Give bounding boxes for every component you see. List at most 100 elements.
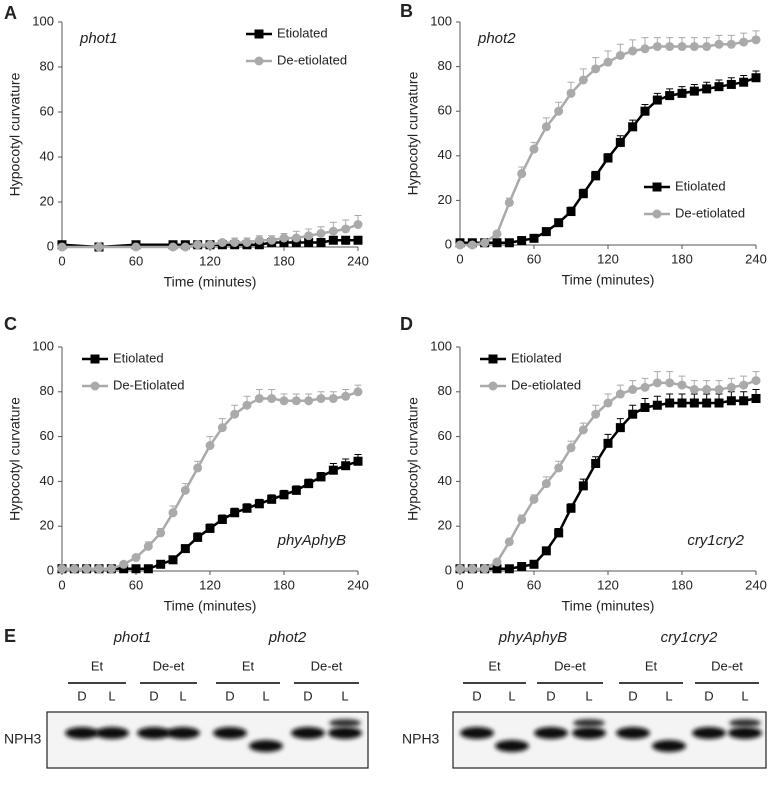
x-tick-label: 120 xyxy=(597,577,619,592)
data-point xyxy=(714,39,724,49)
data-point xyxy=(615,423,625,433)
data-point xyxy=(665,378,675,388)
data-point xyxy=(168,242,178,252)
data-point xyxy=(541,122,551,132)
y-tick-label: 0 xyxy=(47,238,54,253)
data-point xyxy=(254,235,264,245)
data-point xyxy=(677,88,687,98)
data-point xyxy=(254,240,264,250)
data-point xyxy=(578,425,588,435)
data-point xyxy=(193,463,203,473)
y-tick-label: 100 xyxy=(32,13,54,28)
data-point xyxy=(230,409,240,419)
blot-band xyxy=(65,727,99,739)
data-point xyxy=(702,385,712,395)
condition-label: De-et xyxy=(554,658,586,673)
data-point xyxy=(726,39,736,49)
x-tick-label: 180 xyxy=(273,253,295,268)
data-point xyxy=(353,456,363,466)
y-axis-label: Hypocotyl curvature xyxy=(405,71,421,195)
data-point xyxy=(316,238,326,247)
data-point xyxy=(739,37,749,47)
legend-marker xyxy=(652,209,662,219)
data-point xyxy=(591,409,601,419)
legend-marker xyxy=(488,381,498,391)
row-label: NPH3 xyxy=(4,731,42,747)
data-point xyxy=(242,238,252,247)
y-tick-label: 40 xyxy=(438,147,452,162)
group-label: phot1 xyxy=(113,629,152,646)
data-point xyxy=(217,423,227,433)
data-point xyxy=(156,559,166,569)
data-point xyxy=(665,42,675,52)
lane-label: L xyxy=(665,688,672,703)
data-point xyxy=(566,88,576,98)
data-point xyxy=(217,514,227,524)
data-point xyxy=(702,84,712,94)
data-point xyxy=(726,396,736,406)
data-point xyxy=(615,389,625,399)
legend-label: Etiolated xyxy=(113,350,164,365)
data-point xyxy=(279,233,289,243)
data-point xyxy=(254,499,264,509)
panel-label: E xyxy=(4,626,16,646)
x-tick-label: 120 xyxy=(199,577,221,592)
data-point xyxy=(316,229,326,238)
data-point xyxy=(304,231,314,241)
data-point xyxy=(341,461,351,471)
data-point xyxy=(180,242,190,252)
legend-marker xyxy=(90,381,100,391)
lane-label: D xyxy=(149,688,158,703)
data-point xyxy=(341,391,351,401)
blot-band xyxy=(213,727,247,739)
condition-label: Et xyxy=(91,658,104,673)
data-point xyxy=(714,82,724,92)
blot-frame xyxy=(452,711,767,769)
y-tick-label: 20 xyxy=(438,518,452,533)
condition-label: Et xyxy=(488,658,501,673)
x-tick-label: 240 xyxy=(347,253,369,268)
y-tick-label: 40 xyxy=(40,148,54,163)
data-point xyxy=(291,396,301,406)
data-point xyxy=(57,242,67,252)
data-point xyxy=(143,541,153,551)
x-tick-label: 60 xyxy=(527,251,541,266)
data-point xyxy=(677,398,687,408)
panel-label: D xyxy=(400,314,413,334)
data-point xyxy=(168,508,178,518)
condition-label: De-et xyxy=(711,658,743,673)
data-point xyxy=(529,494,539,504)
legend-marker xyxy=(488,354,498,364)
data-point xyxy=(517,236,527,246)
x-tick-label: 60 xyxy=(129,253,143,268)
data-point xyxy=(94,242,104,252)
data-point xyxy=(341,235,351,245)
blot-band xyxy=(329,719,361,727)
genotype-label: cry1cry2 xyxy=(687,532,744,549)
legend-label: Etiolated xyxy=(675,178,726,193)
y-tick-label: 40 xyxy=(40,473,54,488)
data-point xyxy=(591,458,601,468)
data-point xyxy=(230,508,240,518)
data-point xyxy=(541,546,551,556)
data-point xyxy=(467,240,477,250)
data-point xyxy=(480,238,490,248)
data-point xyxy=(504,537,514,547)
data-point xyxy=(230,238,240,247)
data-point xyxy=(529,144,539,154)
blot-band xyxy=(728,727,762,739)
panel-label: A xyxy=(4,3,17,23)
lane-label: L xyxy=(741,688,748,703)
legend-label: Etiolated xyxy=(277,25,328,40)
legend-label: De-etiolated xyxy=(277,52,347,67)
x-tick-label: 240 xyxy=(745,251,767,266)
data-point xyxy=(640,402,650,412)
legend-label: De-etiolated xyxy=(511,377,581,392)
data-point xyxy=(603,153,613,163)
data-point xyxy=(242,400,252,410)
x-tick-label: 120 xyxy=(597,251,619,266)
lane-label: D xyxy=(628,688,637,703)
lane-label: D xyxy=(704,688,713,703)
data-point xyxy=(689,398,699,408)
